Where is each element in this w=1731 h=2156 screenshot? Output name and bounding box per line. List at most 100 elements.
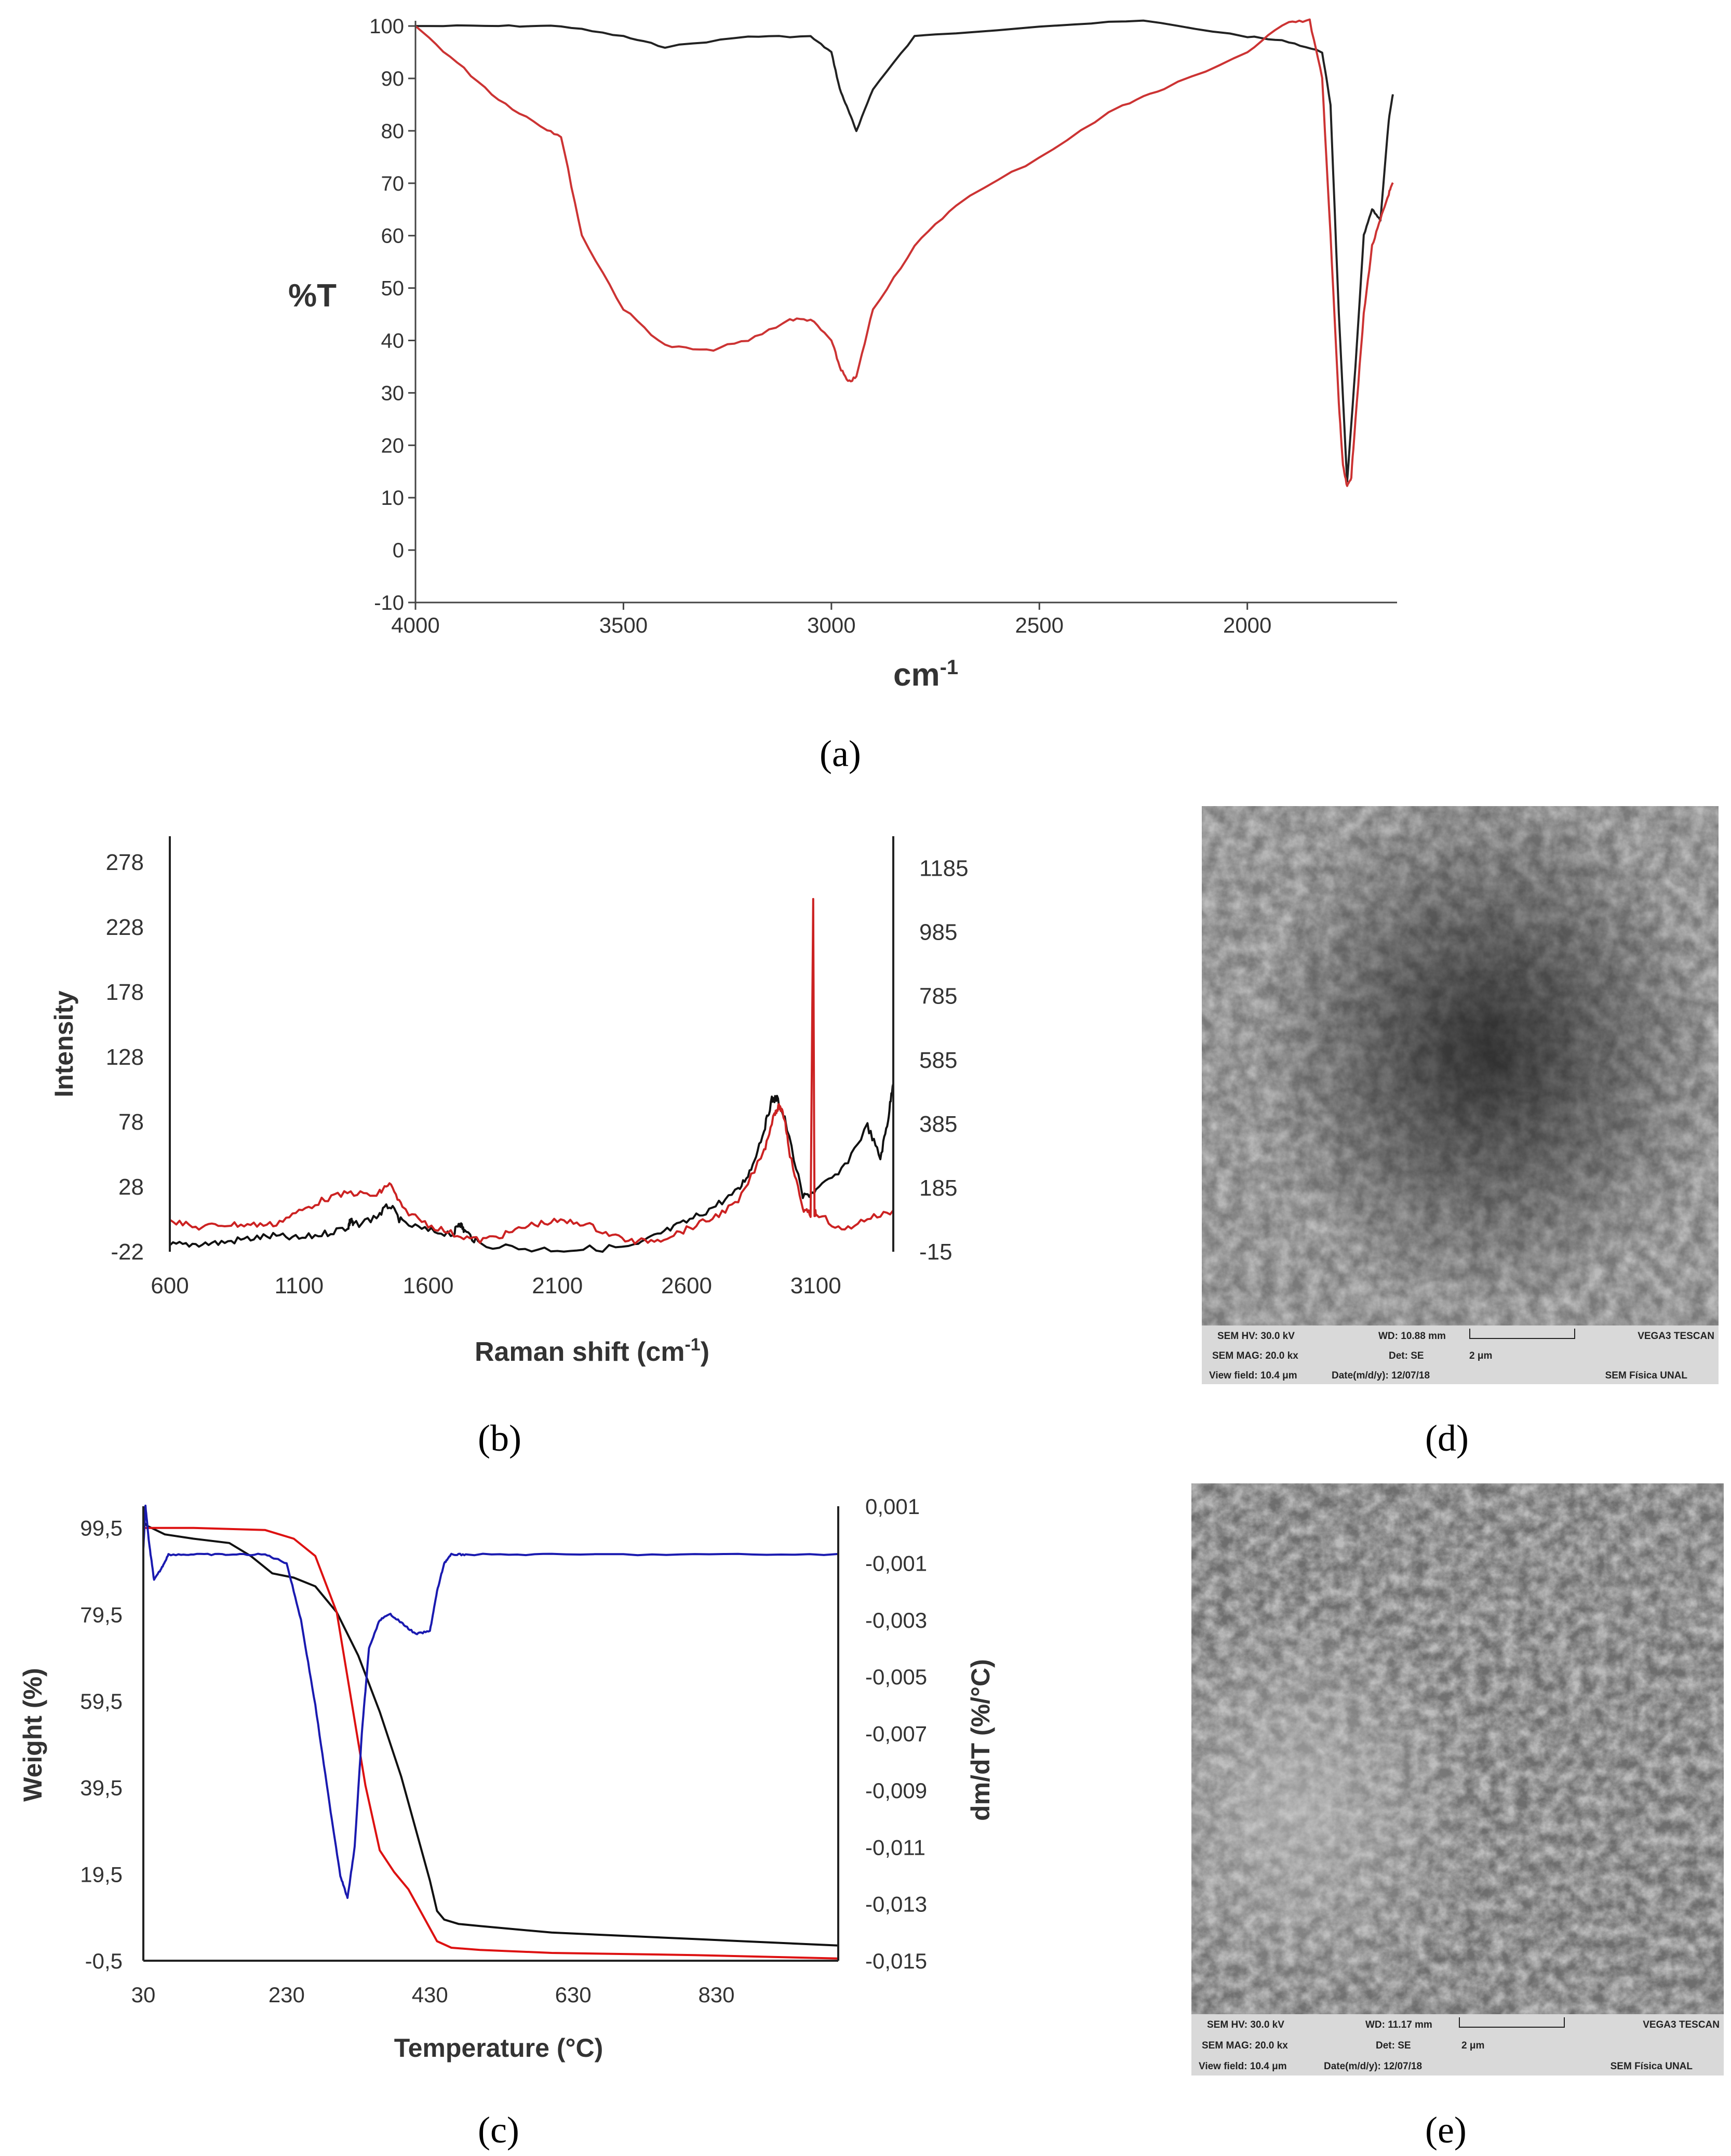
series-line-0 <box>142 1520 839 1947</box>
y2-tick-label: -0,009 <box>865 1778 927 1803</box>
y2-tick-label: -0,011 <box>865 1835 925 1859</box>
y-tick-label: 28 <box>118 1174 144 1200</box>
series-line-0 <box>415 19 1394 483</box>
y2-tick-label: -0,007 <box>865 1722 927 1746</box>
sem-lab: SEM Física UNAL <box>1605 1370 1687 1381</box>
y-tick-label: 10 <box>381 487 405 510</box>
sem-lab: SEM Física UNAL <box>1610 2061 1693 2072</box>
x-tick-label: 430 <box>412 1983 448 2007</box>
tga-y-axis-title: Weight (%) <box>18 1668 47 1801</box>
y2-tick-label: 985 <box>919 920 957 945</box>
x-tick-label: 600 <box>151 1273 189 1298</box>
x-tick-label: 830 <box>698 1983 734 2007</box>
sem-hv: SEM HV: 30.0 kV <box>1217 1331 1295 1342</box>
y-tick-label: 90 <box>381 68 405 90</box>
series-line-1 <box>143 1526 839 1960</box>
x-tick-label: 2000 <box>1223 613 1271 637</box>
x-tick-label: 2100 <box>532 1273 583 1298</box>
y2-tick-label: 185 <box>919 1175 957 1201</box>
x-tick-label: 230 <box>269 1983 305 2007</box>
raman-y-axis-title: Intensity <box>49 990 78 1097</box>
y-tick-label: 59,5 <box>80 1689 123 1713</box>
series-line-2 <box>142 1504 839 1899</box>
sem-view: View field: 10.4 μm <box>1209 1370 1297 1381</box>
y-tick-label: 19,5 <box>80 1862 123 1886</box>
y-tick-label: 128 <box>106 1044 144 1070</box>
series-line-1 <box>414 18 1394 487</box>
x-tick-label: 4000 <box>391 613 439 637</box>
sem-image-d: SEM HV: 30.0 kV WD: 10.88 mm VEGA3 TESCA… <box>1202 806 1719 1384</box>
sem-mag: SEM MAG: 20.0 kx <box>1212 1350 1298 1361</box>
x-tick-label: 3000 <box>807 613 855 637</box>
y2-tick-label: 1185 <box>919 856 969 881</box>
sem-info-bar-e: SEM HV: 30.0 kV WD: 11.17 mm VEGA3 TESCA… <box>1191 2014 1724 2075</box>
sem-image-e: SEM HV: 30.0 kV WD: 11.17 mm VEGA3 TESCA… <box>1191 1483 1724 2075</box>
y2-tick-label: 385 <box>919 1112 957 1137</box>
sem-date: Date(m/d/y): 12/07/18 <box>1332 1370 1430 1381</box>
x-tick-label: 630 <box>555 1983 592 2007</box>
x-tick-label: 3500 <box>599 613 648 637</box>
y-tick-label: 40 <box>381 329 405 352</box>
y-tick-label: 39,5 <box>80 1776 123 1800</box>
sem-mag: SEM MAG: 20.0 kx <box>1202 2040 1288 2051</box>
series-line-0 <box>169 1083 894 1253</box>
y-tick-label: 278 <box>106 850 144 875</box>
y-tick-label: 79,5 <box>80 1602 123 1627</box>
y-tick-label: 60 <box>381 225 405 248</box>
x-tick-label: 2600 <box>661 1273 712 1298</box>
panel-label-a: (a) <box>820 733 861 774</box>
x-tick-label: 3100 <box>790 1273 841 1298</box>
y2-tick-label: -0,005 <box>865 1665 927 1689</box>
y-tick-label: -22 <box>111 1239 144 1265</box>
y-tick-label: 78 <box>118 1109 144 1135</box>
raman-x-axis-title: Raman shift (cm-1) <box>475 1335 709 1367</box>
y-tick-label: 20 <box>381 434 405 457</box>
y2-tick-label: -15 <box>919 1239 952 1265</box>
y-tick-label: 30 <box>381 382 405 405</box>
y-tick-label: 80 <box>381 120 405 143</box>
y-tick-label: -10 <box>374 592 404 614</box>
y2-tick-label: 785 <box>919 984 957 1009</box>
sem-scale-label: 2 μm <box>1461 2040 1485 2051</box>
x-tick-label: 30 <box>131 1983 156 2007</box>
sem-view: View field: 10.4 μm <box>1199 2061 1287 2072</box>
y2-tick-label: -0,001 <box>865 1551 927 1575</box>
y2-tick-label: -0,015 <box>865 1949 927 1973</box>
y-tick-label: 100 <box>369 15 404 38</box>
x-tick-label: 1600 <box>403 1273 454 1298</box>
sem-det: Det: SE <box>1376 2040 1411 2051</box>
raman-chart: 600 1100 1600 2100 2600 3100 278 228 178 128 78 28 -… <box>49 836 969 1367</box>
y-tick-label: 178 <box>106 980 144 1005</box>
sem-hv: SEM HV: 30.0 kV <box>1207 2019 1284 2030</box>
x-tick-label: 2500 <box>1015 613 1064 637</box>
y-tick-label: 0 <box>393 539 404 562</box>
sem-scale-ruler <box>1469 1329 1575 1339</box>
y-tick-label: 228 <box>106 915 144 940</box>
sem-scale-label: 2 μm <box>1469 1350 1493 1361</box>
sem-info-bar-d: SEM HV: 30.0 kV WD: 10.88 mm VEGA3 TESCA… <box>1202 1325 1719 1384</box>
tga-x-axis-title: Temperature (°C) <box>394 2033 603 2063</box>
sem-date: Date(m/d/y): 12/07/18 <box>1324 2061 1423 2072</box>
sem-wd: WD: 10.88 mm <box>1378 1331 1446 1342</box>
series-line-1 <box>169 898 894 1245</box>
y-tick-label: 50 <box>381 277 405 300</box>
sem-brand: VEGA3 TESCAN <box>1638 1331 1714 1342</box>
x-tick-label: 1100 <box>274 1273 324 1298</box>
panel-label-b: (b) <box>478 1417 521 1459</box>
panel-label-d: (d) <box>1425 1417 1469 1459</box>
sem-wd: WD: 11.17 mm <box>1365 2019 1432 2030</box>
y2-tick-label: 585 <box>919 1048 957 1073</box>
panel-label-e: (e) <box>1425 2109 1467 2151</box>
tga-y2-axis-title: dm/dT (%/°C) <box>966 1659 995 1821</box>
y2-tick-label: 0,001 <box>865 1494 920 1519</box>
sem-scale-ruler <box>1459 2017 1565 2028</box>
ftir-chart: 4000 3500 3000 2500 200010090807060504030201… <box>288 15 1397 693</box>
sem-micrograph-texture <box>1202 806 1719 1384</box>
sem-brand: VEGA3 TESCAN <box>1643 2019 1720 2030</box>
sem-det: Det: SE <box>1389 1350 1424 1361</box>
y-tick-label: 99,5 <box>80 1516 123 1541</box>
y-tick-label: -0,5 <box>85 1949 123 1973</box>
ftir-y-axis-title: %T <box>288 278 337 314</box>
ftir-x-axis-title: cm-1 <box>893 656 958 693</box>
y2-tick-label: -0,013 <box>865 1892 927 1917</box>
